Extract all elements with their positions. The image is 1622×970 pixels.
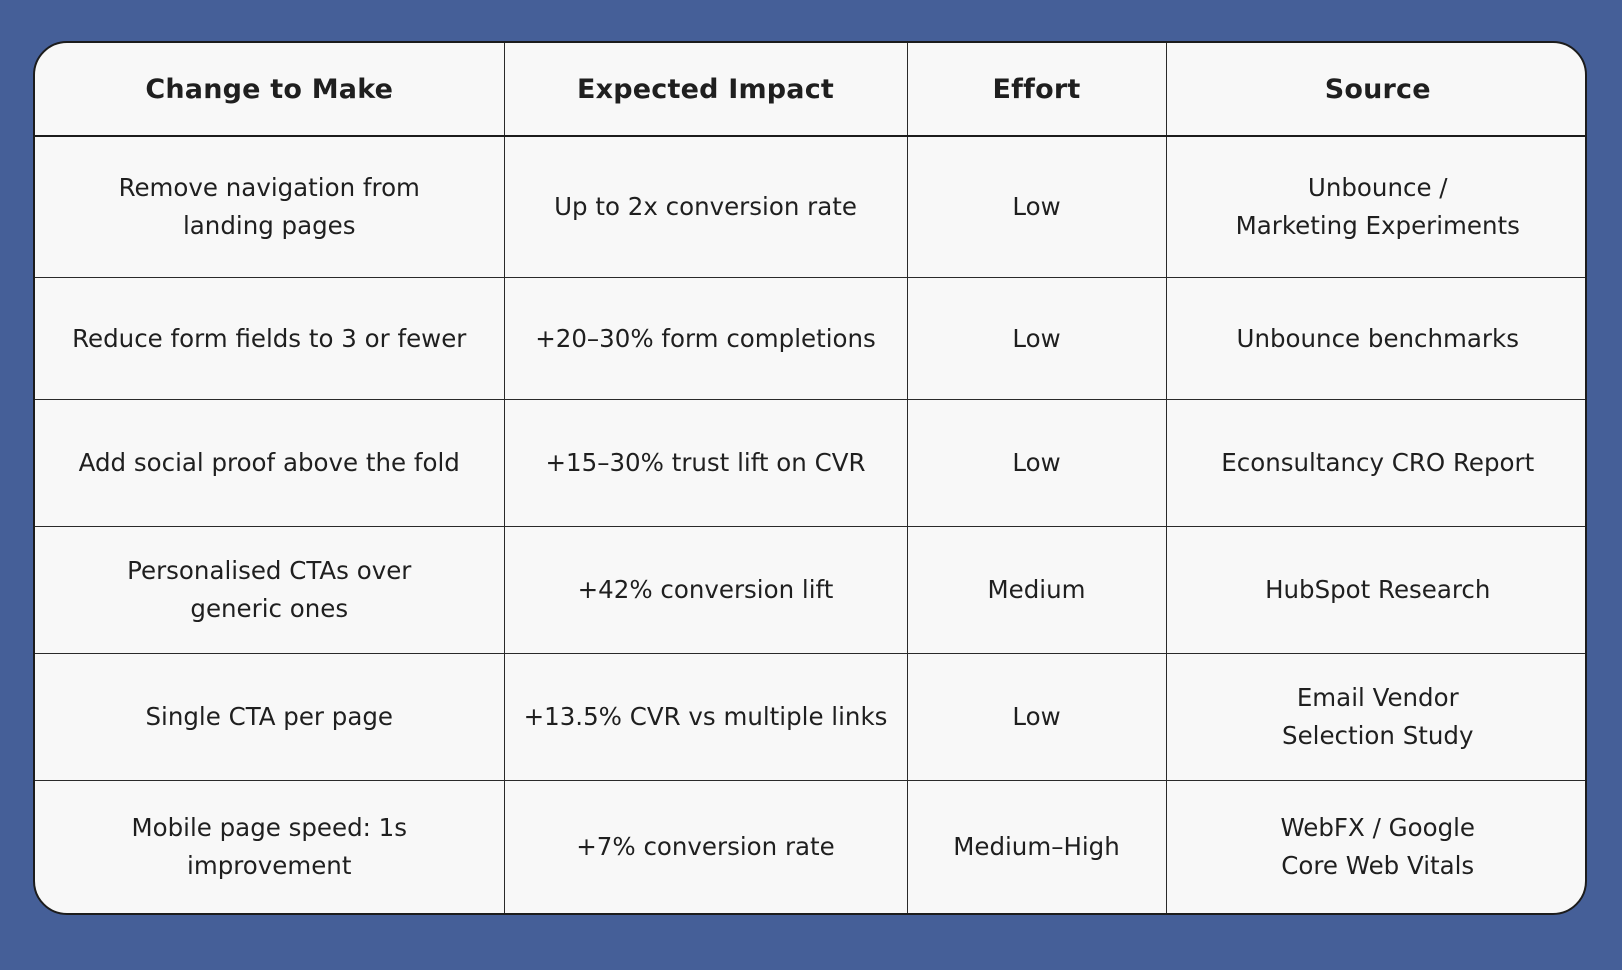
cell-text-line: generic ones — [190, 593, 349, 623]
cell-impact: +15–30% trust lift on CVR — [504, 399, 908, 527]
cell-effort: Low — [907, 399, 1167, 527]
cell-text-line: Remove navigation from — [118, 173, 420, 203]
cell-change: Add social proof above the fold — [35, 399, 505, 527]
table-row: Reduce form fields to 3 or fewer +20–30%… — [35, 277, 1585, 400]
cell-effort: Low — [907, 136, 1167, 279]
table-row: Mobile page speed: 1s improvement +7% co… — [35, 780, 1585, 913]
cell-text-line: Core Web Vitals — [1281, 850, 1475, 880]
cell-text-line: +42% conversion lift — [577, 574, 834, 604]
cell-text-line: Medium–High — [953, 831, 1120, 861]
cell-text-line: +13.5% CVR vs multiple links — [523, 701, 888, 731]
cell-change: Single CTA per page — [35, 653, 505, 781]
header-effort: Effort — [907, 43, 1167, 137]
cell-text-line: Up to 2x conversion rate — [554, 192, 857, 222]
cell-text-line: Marketing Experiments — [1235, 211, 1520, 241]
cell-change: Reduce form fields to 3 or fewer — [35, 277, 505, 400]
header-expected-impact: Expected Impact — [504, 43, 908, 137]
cell-impact: +13.5% CVR vs multiple links — [504, 653, 908, 781]
cell-impact: +20–30% form completions — [504, 277, 908, 400]
cell-text-line: Econsultancy CRO Report — [1221, 447, 1535, 477]
cell-effort: Low — [907, 277, 1167, 400]
cell-text-line: Low — [1012, 323, 1061, 353]
cell-text-line: Reduce form fields to 3 or fewer — [72, 323, 467, 353]
cell-impact: Up to 2x conversion rate — [504, 136, 908, 279]
cell-text-line: Single CTA per page — [145, 701, 393, 731]
cell-effort: Medium — [907, 526, 1167, 655]
cell-text-line: Personalised CTAs over — [127, 555, 412, 585]
cell-source: Unbounce / Marketing Experiments — [1166, 136, 1585, 279]
cell-text-line: Low — [1012, 192, 1061, 222]
cell-change: Remove navigation from landing pages — [35, 136, 505, 279]
cell-text-line: Medium — [987, 574, 1086, 604]
cell-text-line: Unbounce benchmarks — [1236, 323, 1519, 353]
cell-text-line: Low — [1012, 447, 1061, 477]
table-row: Single CTA per page +13.5% CVR vs multip… — [35, 653, 1585, 781]
cro-changes-table: Change to Make Expected Impact Effort So… — [35, 43, 1585, 913]
table-row: Add social proof above the fold +15–30% … — [35, 399, 1585, 527]
cell-text-line: landing pages — [182, 211, 356, 241]
cell-impact: +42% conversion lift — [504, 526, 908, 655]
cell-text-line: Low — [1012, 701, 1061, 731]
table-row: Personalised CTAs over generic ones +42%… — [35, 526, 1585, 655]
cell-text-line: +7% conversion rate — [576, 831, 835, 861]
cell-impact: +7% conversion rate — [504, 780, 908, 913]
cell-text-line: HubSpot Research — [1265, 574, 1491, 604]
cell-source: HubSpot Research — [1166, 526, 1585, 655]
cell-text-line: Selection Study — [1282, 720, 1474, 750]
cell-change: Personalised CTAs over generic ones — [35, 526, 505, 655]
table-header-row: Change to Make Expected Impact Effort So… — [35, 43, 1585, 137]
cell-source: WebFX / Google Core Web Vitals — [1166, 780, 1585, 913]
cell-source: Unbounce benchmarks — [1166, 277, 1585, 400]
cell-text-line: Unbounce / — [1307, 173, 1448, 203]
cell-text-line: Add social proof above the fold — [78, 447, 460, 477]
cell-source: Email Vendor Selection Study — [1166, 653, 1585, 781]
cell-text-line: Email Vendor — [1296, 682, 1459, 712]
cell-text-line: +20–30% form completions — [535, 323, 876, 353]
cell-effort: Low — [907, 653, 1167, 781]
header-change-to-make: Change to Make — [35, 43, 505, 137]
comparison-table-card: Change to Make Expected Impact Effort So… — [33, 41, 1587, 915]
table-row: Remove navigation from landing pages Up … — [35, 136, 1585, 279]
cell-effort: Medium–High — [907, 780, 1167, 913]
cell-change: Mobile page speed: 1s improvement — [35, 780, 505, 913]
cell-text-line: +15–30% trust lift on CVR — [545, 447, 866, 477]
cell-text-line: Mobile page speed: 1s improvement — [131, 812, 408, 880]
cell-source: Econsultancy CRO Report — [1166, 399, 1585, 527]
header-source: Source — [1166, 43, 1585, 137]
cell-text-line: WebFX / Google — [1280, 812, 1476, 842]
